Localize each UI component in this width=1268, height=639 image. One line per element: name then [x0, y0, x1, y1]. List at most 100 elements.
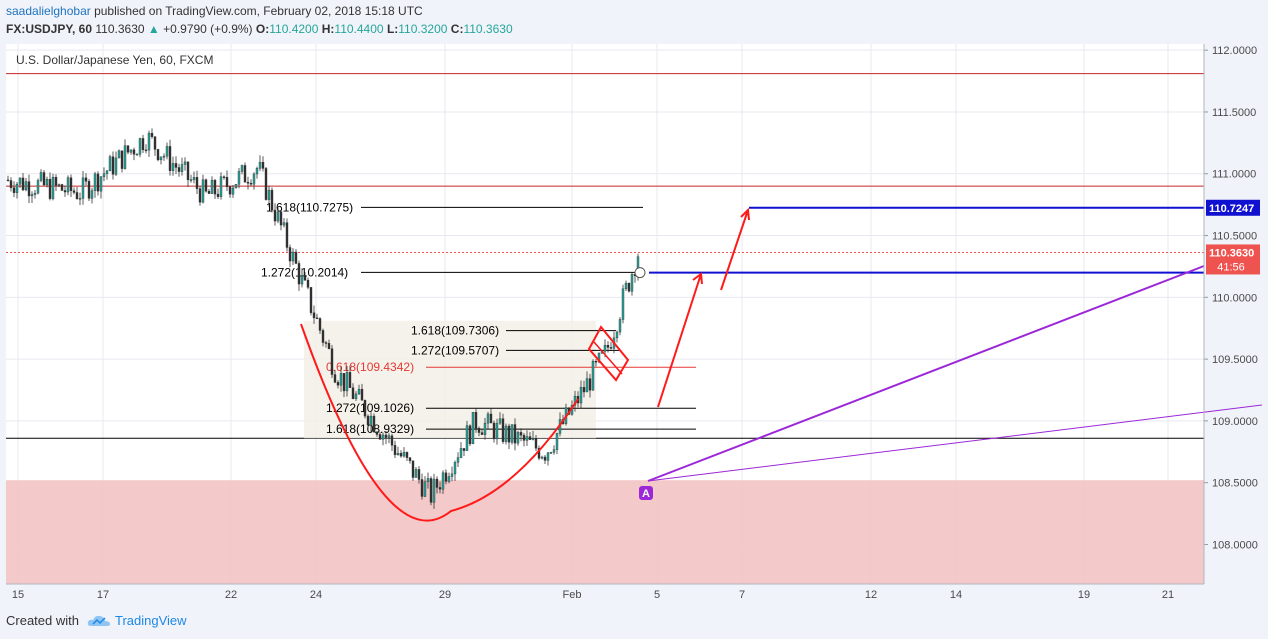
candle-body — [534, 438, 538, 449]
support-zone-rect — [6, 480, 1204, 584]
candle-body — [207, 190, 211, 194]
candle-body — [6, 179, 10, 182]
candle-body — [450, 473, 454, 477]
x-tick-label: 19 — [1078, 589, 1090, 601]
candle-body — [402, 452, 406, 457]
price-chart[interactable]: 1.618(110.7275) 1.272(110.2014) 1.618(109.… — [6, 44, 1263, 604]
candle-body — [210, 180, 214, 194]
candle-body — [117, 150, 121, 159]
candle-body — [306, 279, 310, 288]
candle-body — [129, 149, 133, 153]
candle-body — [378, 434, 382, 440]
countdown-label: 41:56 — [1217, 261, 1245, 273]
candle-body — [372, 415, 376, 433]
candle-body — [462, 448, 466, 451]
candle-body — [384, 434, 388, 438]
candle-body — [366, 415, 370, 426]
candle-body — [579, 387, 583, 404]
trend-line-thin — [647, 404, 1263, 482]
candle-body — [543, 456, 547, 461]
candle-body — [168, 146, 172, 171]
x-tick-label: 17 — [97, 589, 109, 601]
candle-body — [270, 189, 274, 211]
x-tick-label: 22 — [225, 589, 237, 601]
candle-body — [474, 412, 478, 429]
candle-body — [108, 156, 112, 172]
candle-body — [174, 163, 178, 168]
candle-body — [423, 481, 427, 497]
x-tick-label: Feb — [563, 589, 582, 601]
candle-body — [516, 432, 520, 444]
fib-level-label: 1.618(109.7306) — [411, 324, 499, 338]
candle-body — [291, 251, 295, 262]
candle-body — [405, 452, 409, 458]
candle-body — [267, 189, 271, 200]
y-tick-label: 110.0000 — [1212, 292, 1257, 304]
fib-level-label: 1.272(109.5707) — [411, 343, 499, 357]
candle-body — [429, 478, 433, 503]
x-tick-label: 24 — [310, 589, 322, 601]
candle-body — [552, 449, 556, 453]
candle-body — [354, 393, 358, 399]
candle-body — [222, 176, 226, 178]
candle-body — [183, 161, 187, 165]
candle-body — [105, 170, 109, 174]
candle-body — [453, 462, 457, 475]
candle-body — [444, 472, 448, 482]
chart-area[interactable]: 1.618(110.7275) 1.272(110.2014) 1.618(109.… — [6, 44, 1263, 604]
candle-body — [9, 180, 13, 188]
candle-body — [465, 425, 469, 451]
candle-body — [315, 317, 319, 320]
candle-body — [585, 378, 589, 393]
candle-body — [441, 472, 445, 490]
candle-body — [186, 161, 190, 181]
candle-body — [321, 330, 325, 343]
candle-body — [201, 179, 205, 203]
candle-body — [408, 457, 412, 461]
y-tick-label: 108.0000 — [1212, 539, 1258, 551]
candle-body — [351, 387, 355, 399]
published-text: published on TradingView.com, February 0… — [94, 4, 423, 18]
candle-body — [231, 187, 235, 195]
y-tick-label: 111.0000 — [1212, 169, 1256, 181]
open-label: O: — [255, 22, 270, 36]
candle-body — [456, 457, 460, 463]
candle-body — [609, 347, 613, 349]
candle-body — [45, 179, 49, 186]
candle-body — [606, 344, 610, 348]
candle-body — [111, 156, 115, 175]
candles — [6, 128, 640, 509]
candle-body — [480, 432, 484, 435]
tradingview-logo[interactable]: TradingView — [87, 613, 187, 628]
candle-body — [219, 176, 223, 197]
fib-level-label: 1.618(108.9329) — [326, 422, 414, 436]
candle-body — [153, 136, 157, 150]
support-zone — [6, 480, 1204, 584]
candle-body — [204, 179, 208, 192]
created-with-text: Created with — [6, 613, 79, 628]
candle-body — [594, 360, 598, 363]
candle-body — [348, 372, 352, 388]
last-price-label: 110.3630 — [1209, 247, 1254, 259]
symbol-line: FX:USDJPY, 60 110.3630 ▲ +0.9790 (+0.9%)… — [6, 22, 513, 36]
candle-body — [330, 348, 334, 375]
author-link[interactable]: saadalielghobar — [6, 4, 91, 18]
candle-body — [216, 193, 220, 197]
candle-body — [603, 344, 607, 352]
candle-body — [393, 445, 397, 456]
candle-body — [345, 372, 349, 392]
flag-mid-line — [593, 341, 623, 375]
candle-body — [447, 476, 451, 482]
symbol-label: FX:USDJPY, 60 — [6, 22, 93, 36]
candle-body — [420, 479, 424, 497]
candle-body — [471, 412, 475, 445]
candle-body — [96, 173, 100, 192]
candle-body — [42, 172, 46, 186]
candle-body — [498, 418, 502, 424]
candle-body — [240, 165, 244, 172]
brand-text: TradingView — [114, 613, 187, 628]
candle-body — [501, 418, 505, 442]
candle-body — [33, 192, 37, 195]
candle-body — [273, 209, 277, 222]
candle-body — [15, 183, 19, 193]
